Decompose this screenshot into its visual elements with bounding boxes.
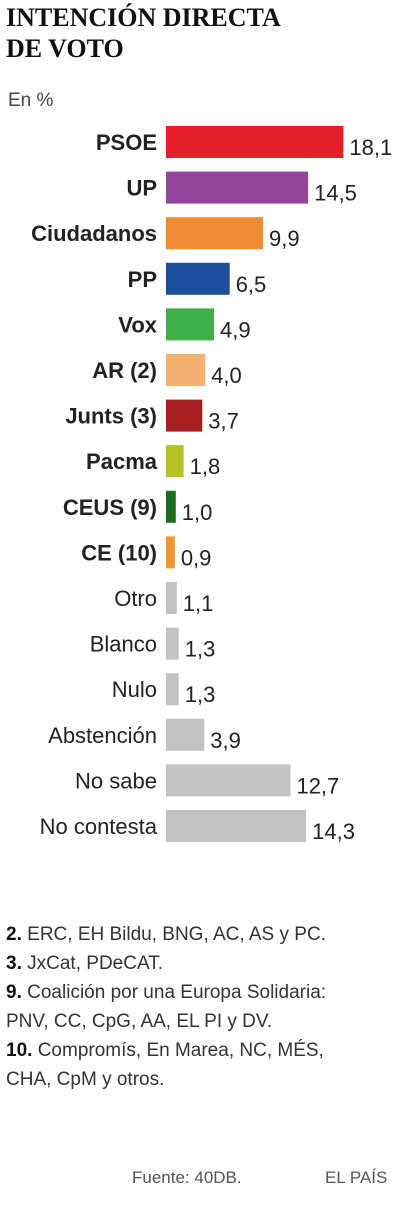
footnote-text: Compromís, En Marea, NC, MÉS, CHA, CpM y… <box>6 1040 324 1090</box>
category-label: PSOE <box>96 130 157 155</box>
value-label: 9,9 <box>269 226 300 251</box>
value-label: 1,8 <box>190 454 221 479</box>
category-label: AR (2) <box>92 358 157 383</box>
footnote: 9. Coalición por una Europa Solidaria: P… <box>6 978 351 1036</box>
value-label: 3,7 <box>208 409 239 434</box>
value-label: 1,3 <box>185 682 216 707</box>
category-label: Vox <box>118 312 157 337</box>
category-label: Nulo <box>112 677 157 702</box>
footnotes: 2. ERC, EH Bildu, BNG, AC, AS y PC. 3. Jx… <box>6 920 406 1094</box>
value-label: 3,9 <box>210 728 241 753</box>
category-label: Blanco <box>90 632 157 657</box>
bar <box>166 217 264 250</box>
category-label: PP <box>128 267 157 292</box>
bar <box>166 627 179 660</box>
value-label: 1,3 <box>185 637 216 662</box>
footnote: 10. Compromís, En Marea, NC, MÉS, CHA, C… <box>6 1036 351 1094</box>
footnote: 2. ERC, EH Bildu, BNG, AC, AS y PC. <box>6 920 414 949</box>
value-label: 1,1 <box>183 591 214 616</box>
bar <box>166 354 206 386</box>
category-label: Pacma <box>86 449 158 474</box>
value-label: 4,0 <box>211 363 242 388</box>
footnote-number: 9. <box>6 982 22 1003</box>
category-label: Junts (3) <box>65 404 157 429</box>
category-label: UP <box>126 176 157 201</box>
brand: EL PAÍS <box>325 1168 388 1187</box>
category-label: CE (10) <box>81 540 157 565</box>
footnote-text: JxCat, PDeCAT. <box>27 953 163 974</box>
bar <box>166 308 215 341</box>
bar <box>166 673 179 706</box>
footnote-text: Coalición por una Europa Solidaria: PNV,… <box>6 982 327 1032</box>
bar <box>166 445 184 478</box>
category-label: Abstención <box>48 723 157 748</box>
value-label: 14,5 <box>314 181 357 206</box>
footnote-text: ERC, EH Bildu, BNG, AC, AS y PC. <box>27 924 326 945</box>
bar <box>166 126 344 158</box>
value-label: 12,7 <box>296 773 339 798</box>
bar <box>166 764 291 797</box>
category-label: Ciudadanos <box>31 221 157 246</box>
bar <box>166 810 307 842</box>
bar <box>166 262 230 295</box>
footnote: 3. JxCat, PDeCAT. <box>6 949 351 978</box>
bar <box>166 536 175 569</box>
category-label: No sabe <box>75 768 157 793</box>
footnote-number: 10. <box>6 1040 33 1061</box>
value-label: 6,5 <box>236 272 267 297</box>
chart: PSOE 18,1 UP 14,5 Ciudadanos 9,9 PP 6,5 Vox 4,9 AR… <box>31 126 392 844</box>
footnote-number: 2. <box>6 924 22 945</box>
category-label: No contesta <box>40 814 158 839</box>
bar <box>166 490 176 523</box>
value-label: 1,0 <box>182 500 213 525</box>
category-label: Otro <box>114 586 157 611</box>
source: Fuente: 40DB. <box>132 1168 242 1187</box>
value-label: 18,1 <box>349 135 392 160</box>
bar <box>166 718 205 751</box>
chart-title: INTENCIÓN DIRECTA DE VOTO <box>6 3 280 63</box>
subtitle: En % <box>8 90 54 111</box>
footnote-number: 3. <box>6 953 22 974</box>
value-label: 14,3 <box>312 819 355 844</box>
category-label: CEUS (9) <box>63 495 157 520</box>
bar <box>166 399 203 432</box>
bar <box>166 582 177 614</box>
value-label: 4,9 <box>220 317 251 342</box>
value-label: 0,9 <box>181 545 212 570</box>
bar <box>166 171 309 204</box>
